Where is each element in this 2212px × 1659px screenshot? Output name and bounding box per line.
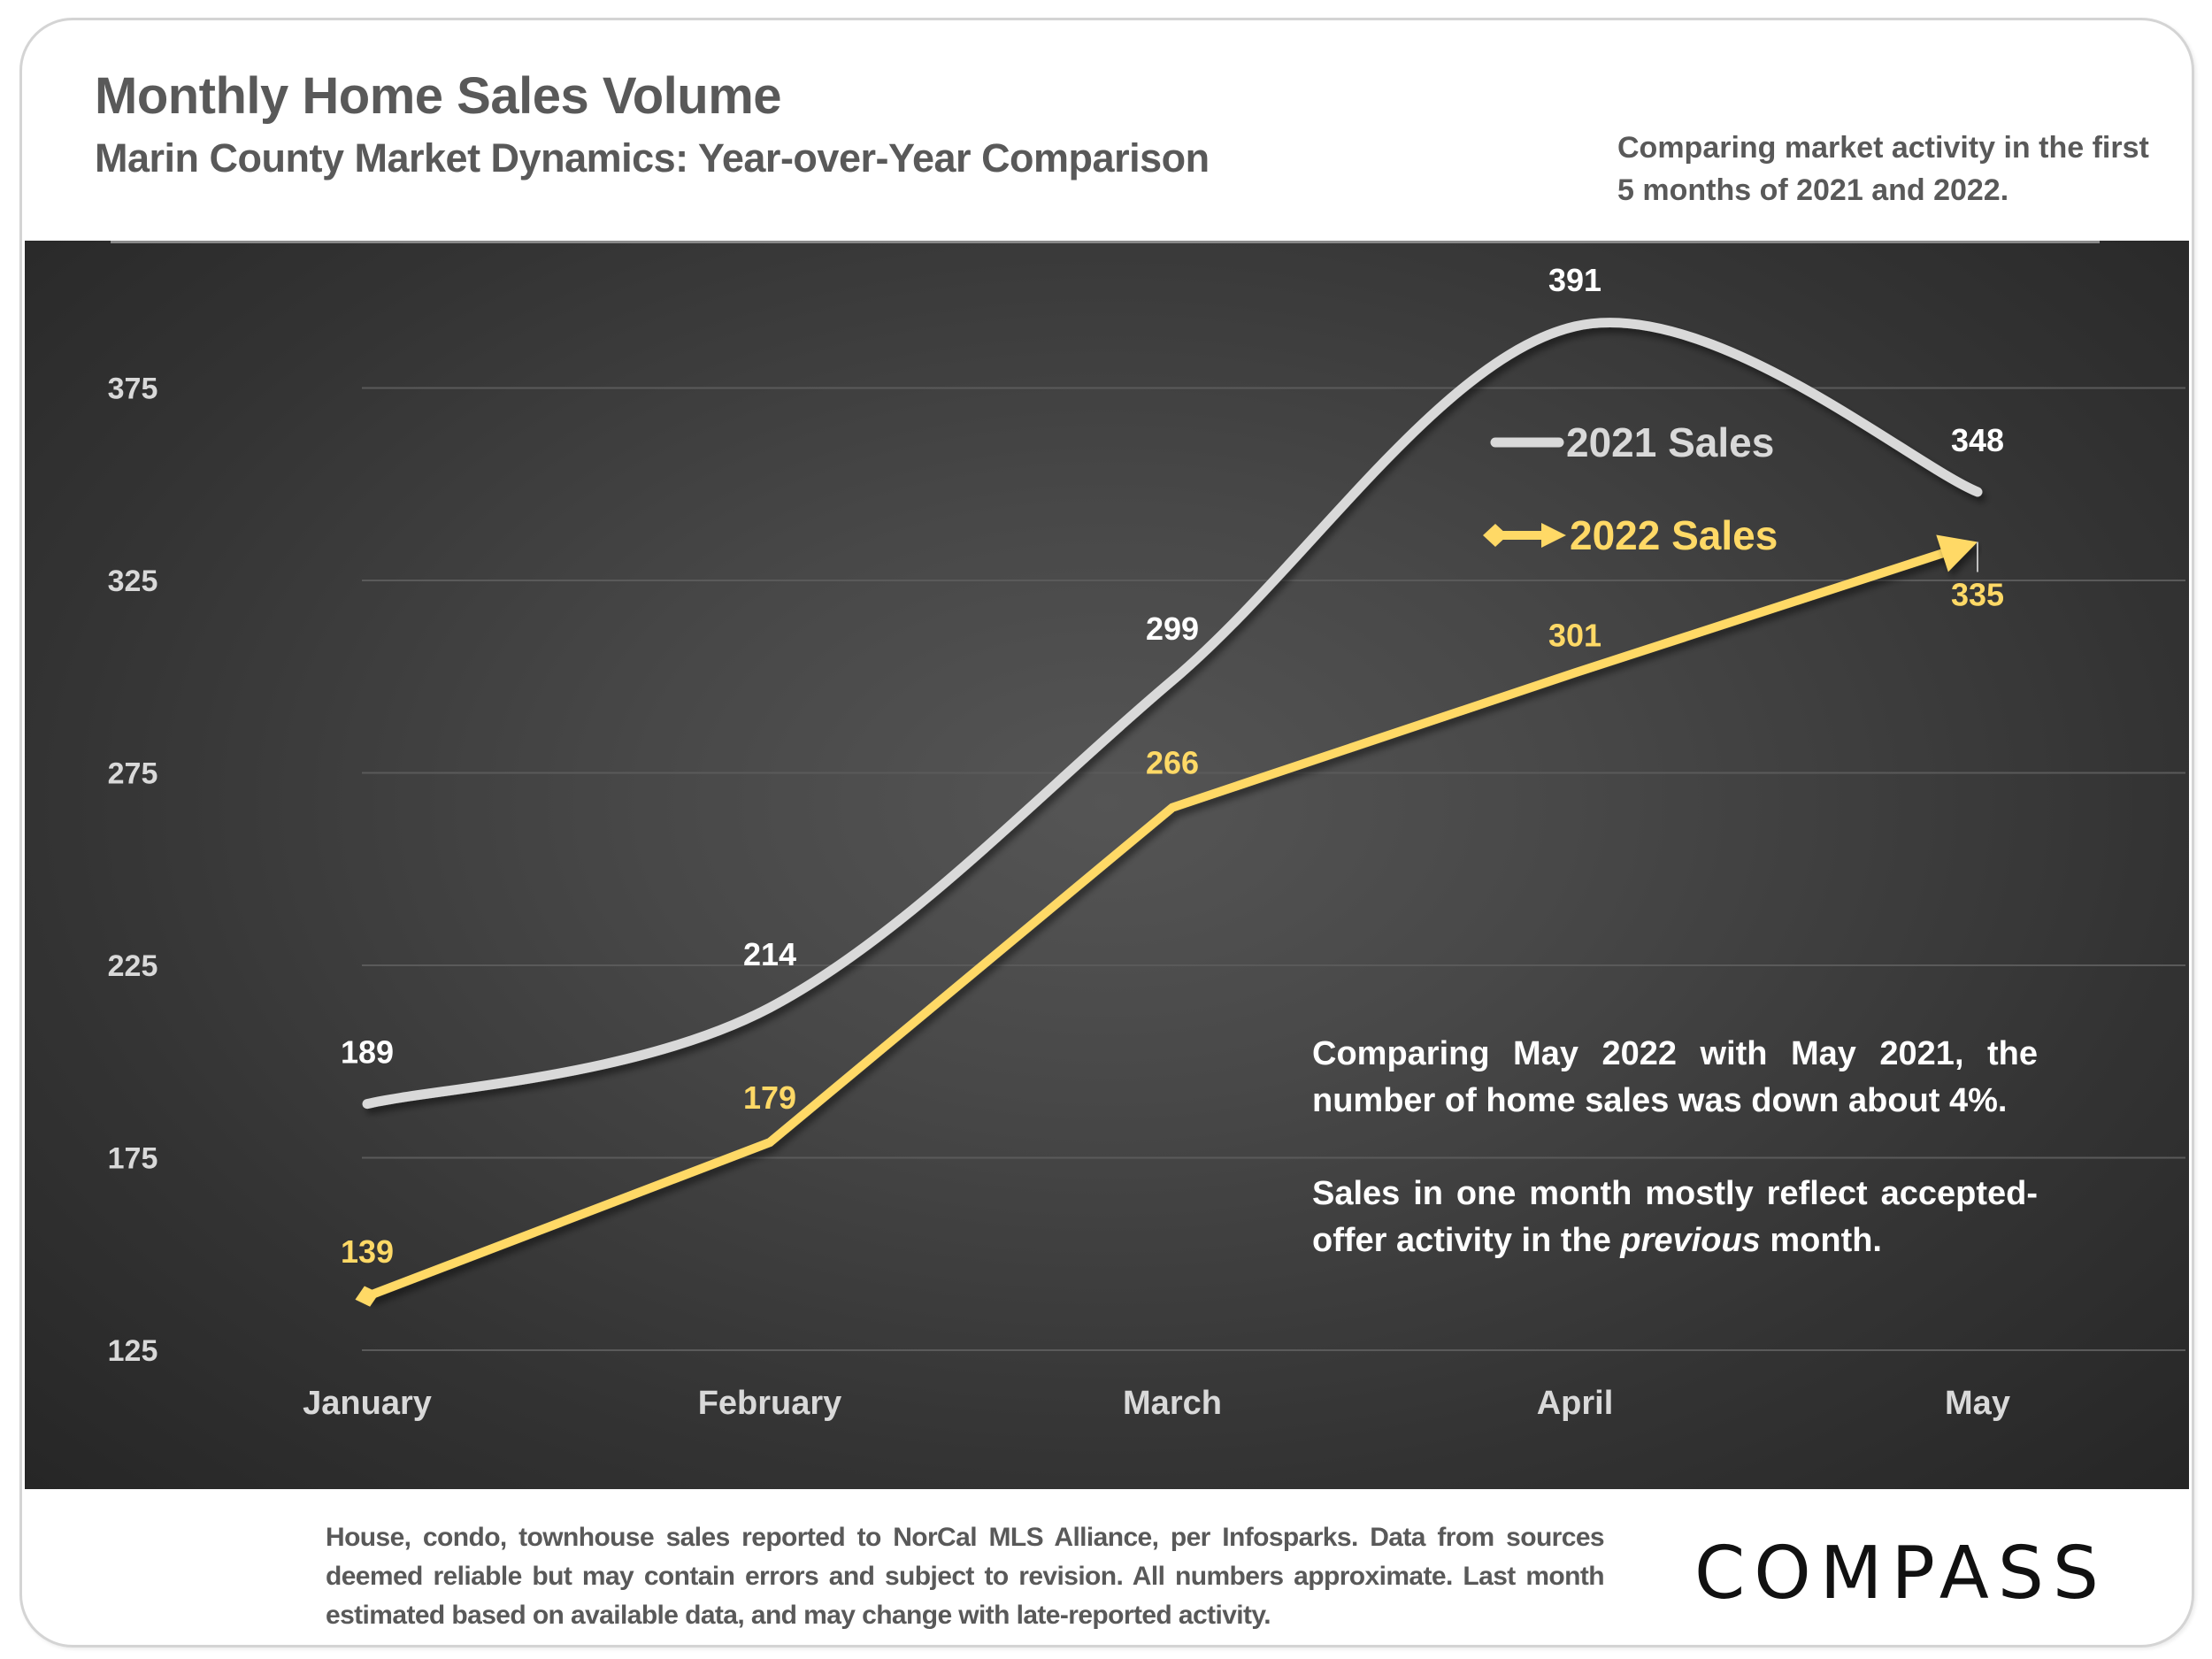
chart-annotation: Comparing May 2022 with May 2021, the nu…	[1312, 1031, 2038, 1310]
legend-2022-label: 2022 Sales	[1570, 512, 1778, 558]
data-label-2021: 189	[341, 1034, 394, 1071]
x-tick-label: April	[1537, 1385, 1614, 1422]
legend-2022-diamond-icon	[1483, 524, 1508, 547]
compass-logo: COMPASS	[1694, 1532, 2108, 1616]
chart-subtitle: Marin County Market Dynamics: Year-over-…	[95, 135, 1210, 180]
annotation-para-2: Sales in one month mostly reflect accept…	[1312, 1171, 2038, 1264]
header-note: Comparing market activity in the first 5…	[1617, 131, 2149, 207]
chart-title: Monthly Home Sales Volume	[95, 67, 782, 125]
data-label-2022: 266	[1146, 745, 1199, 781]
y-axis-ticks: 125 175 225 275 325 375	[108, 373, 158, 1369]
x-tick-label: May	[1945, 1385, 2010, 1422]
series-2022-diamond-marker	[355, 1286, 380, 1307]
annotation-text: month.	[1760, 1222, 1882, 1259]
data-label-2022: 335	[1951, 577, 2004, 613]
y-tick-label: 125	[108, 1334, 158, 1368]
data-label-2021: 214	[743, 936, 796, 972]
y-tick-label: 225	[108, 949, 158, 983]
panel-divider	[111, 241, 2100, 243]
x-tick-label: February	[698, 1385, 842, 1422]
data-label-2022: 301	[1548, 617, 1601, 653]
y-tick-label: 275	[108, 757, 158, 791]
series-2022-line	[365, 546, 1955, 1301]
source-footnote: House, condo, townhouse sales reported t…	[326, 1523, 1605, 1630]
y-tick-label: 325	[108, 565, 158, 598]
x-axis-ticks: January February March April May	[303, 1385, 2010, 1422]
data-label-2022: 139	[341, 1233, 394, 1270]
legend-2021-label: 2021 Sales	[1566, 419, 1774, 465]
chart-card: Monthly Home Sales Volume Marin County M…	[19, 18, 2194, 1647]
series-2021-line	[362, 318, 1983, 1110]
series-lines	[355, 318, 1983, 1307]
data-labels: 189 214 299 391 348 139 179 266 301 335	[341, 262, 2004, 1270]
series-2022-arrow-marker	[1936, 534, 1978, 572]
y-tick-label: 175	[108, 1142, 158, 1176]
annotation-emphasis: previous	[1620, 1222, 1761, 1259]
legend-2022-arrow-icon	[1541, 523, 1566, 548]
data-label-2021: 299	[1146, 611, 1199, 647]
data-label-2022: 179	[743, 1079, 796, 1116]
legend: 2021 Sales 2022 Sales	[1483, 419, 1778, 558]
annotation-text: Sales in one month mostly reflect accept…	[1312, 1175, 2038, 1259]
data-label-2021: 391	[1548, 262, 1601, 298]
y-tick-label: 375	[108, 373, 158, 406]
data-label-2021: 348	[1951, 422, 2004, 458]
annotation-para-1: Comparing May 2022 with May 2021, the nu…	[1312, 1035, 2038, 1119]
x-tick-label: March	[1123, 1385, 1222, 1422]
line-chart: 125 175 225 275 325 375 January February March A…	[108, 262, 2185, 1422]
x-tick-label: January	[303, 1385, 432, 1422]
